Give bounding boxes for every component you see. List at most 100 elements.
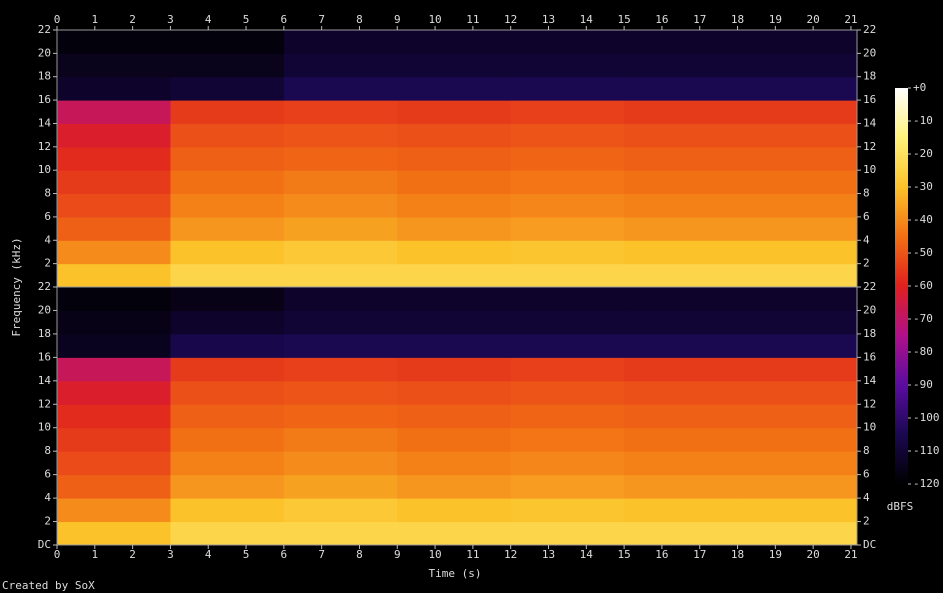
spectrogram-cell — [624, 427, 739, 452]
spectrogram-cell — [57, 30, 171, 54]
spectrogram-cell — [737, 216, 858, 241]
colorbar-tick-label: -100 — [913, 411, 940, 424]
spectrogram-cell — [283, 53, 398, 78]
spectrogram-cell — [57, 404, 171, 429]
spectrogram-cell — [397, 451, 512, 476]
x-tick-label: 3 — [167, 548, 174, 561]
colorbar-tick-label: -50 — [913, 246, 933, 259]
x-tick-label: 14 — [580, 548, 594, 561]
spectrogram-cell — [737, 30, 858, 54]
spectrogram-cell — [624, 380, 739, 405]
y-tick-label: 16 — [38, 350, 51, 363]
x-tick-label: 5 — [243, 548, 250, 561]
spectrogram-cell — [397, 100, 512, 124]
spectrogram-cell — [57, 100, 171, 124]
y-tick-label: 8 — [863, 187, 870, 200]
spectrogram-cell — [170, 521, 285, 546]
x-tick-label: 21 — [844, 548, 857, 561]
spectrogram-cell — [170, 216, 285, 241]
spectrogram-cell — [397, 357, 512, 382]
x-tick-label: 14 — [580, 13, 594, 26]
spectrogram-cell — [510, 310, 625, 335]
spectrogram-cell — [624, 357, 739, 382]
spectrogram-cell — [170, 310, 285, 335]
spectrogram-cell — [57, 427, 171, 452]
spectrogram-cell — [624, 170, 739, 195]
spectrogram-cell — [57, 216, 171, 241]
x-tick-label: 8 — [356, 13, 363, 26]
spectrogram-cell — [57, 357, 171, 382]
x-tick-label: 2 — [129, 548, 136, 561]
spectrogram-cell — [737, 263, 858, 288]
y-tick-label: 6 — [863, 210, 870, 223]
colorbar-tick-label: -110 — [913, 444, 940, 457]
y-tick-label: 10 — [38, 163, 51, 176]
spectrogram-cell — [170, 498, 285, 523]
spectrogram-cell — [57, 76, 171, 101]
spectrogram-cell — [170, 30, 285, 54]
spectrogram-cell — [397, 333, 512, 358]
x-tick-label: 6 — [281, 13, 288, 26]
spectrogram-cell — [510, 123, 625, 148]
y-tick-label: 22 — [38, 280, 51, 293]
spectrogram-cell — [624, 263, 739, 288]
spectrogram-cell — [283, 240, 398, 265]
spectrogram-cell — [624, 310, 739, 335]
spectrogram-cell — [170, 427, 285, 452]
y-tick-label: 20 — [863, 46, 876, 59]
spectrogram-cell — [170, 357, 285, 382]
spectrogram-cell — [397, 193, 512, 218]
spectrogram-cell — [510, 521, 625, 546]
colorbar-tick-label: -70 — [913, 312, 933, 325]
spectrogram-cell — [57, 310, 171, 335]
x-tick-label: 5 — [243, 13, 250, 26]
spectrogram-cell — [737, 404, 858, 429]
spectrogram-cell — [170, 123, 285, 148]
spectrogram-cell — [397, 240, 512, 265]
panel-border — [56, 286, 858, 546]
y-tick-label: 2 — [44, 257, 51, 270]
spectrogram-cell — [737, 100, 858, 124]
x-tick-label: 17 — [693, 13, 706, 26]
spectrogram-cell — [397, 404, 512, 429]
colorbar-tick-label: -10 — [913, 114, 933, 127]
y-tick-label: 16 — [863, 93, 876, 106]
spectrogram-cell — [397, 474, 512, 499]
spectrogram-cell — [624, 498, 739, 523]
spectrogram-cell — [624, 30, 739, 54]
spectrogram-cell — [283, 123, 398, 148]
x-tick-label: 16 — [655, 13, 668, 26]
colorbar-tick-label: -120 — [913, 477, 940, 490]
y-tick-label: 22 — [863, 280, 876, 293]
y-tick-label: 2 — [863, 257, 870, 270]
y-tick-label: 12 — [863, 140, 876, 153]
x-tick-label: 10 — [428, 548, 441, 561]
spectrogram-cell — [283, 76, 398, 101]
y-tick-label: 8 — [44, 444, 51, 457]
spectrogram-cell — [737, 521, 858, 546]
footer: Created by SoX — [2, 579, 95, 592]
y-tick-label: 20 — [38, 303, 51, 316]
x-tick-label: 3 — [167, 13, 174, 26]
spectrogram-cell — [57, 193, 171, 218]
spectrogram-cell — [170, 170, 285, 195]
y-axis-label: Frequency (kHz) — [10, 237, 23, 336]
spectrogram-cell — [624, 333, 739, 358]
spectrogram-cell — [57, 451, 171, 476]
y-tick-label: 6 — [44, 210, 51, 223]
spectrogram-cell — [57, 240, 171, 265]
y-tick-label: 10 — [863, 421, 876, 434]
x-tick-label: 4 — [205, 13, 212, 26]
spectrogram-cell — [510, 333, 625, 358]
y-tick-label: 14 — [38, 116, 52, 129]
x-tick-label: 1 — [91, 13, 98, 26]
spectrogram-cell — [624, 53, 739, 78]
x-tick-label: 7 — [318, 13, 325, 26]
spectrogram-cell — [397, 521, 512, 546]
spectrogram-cell — [737, 310, 858, 335]
spectrogram-cell — [510, 216, 625, 241]
spectrogram-cell — [510, 100, 625, 124]
spectrogram-cell — [283, 100, 398, 124]
colorbar-tick-label: -20 — [913, 147, 933, 160]
